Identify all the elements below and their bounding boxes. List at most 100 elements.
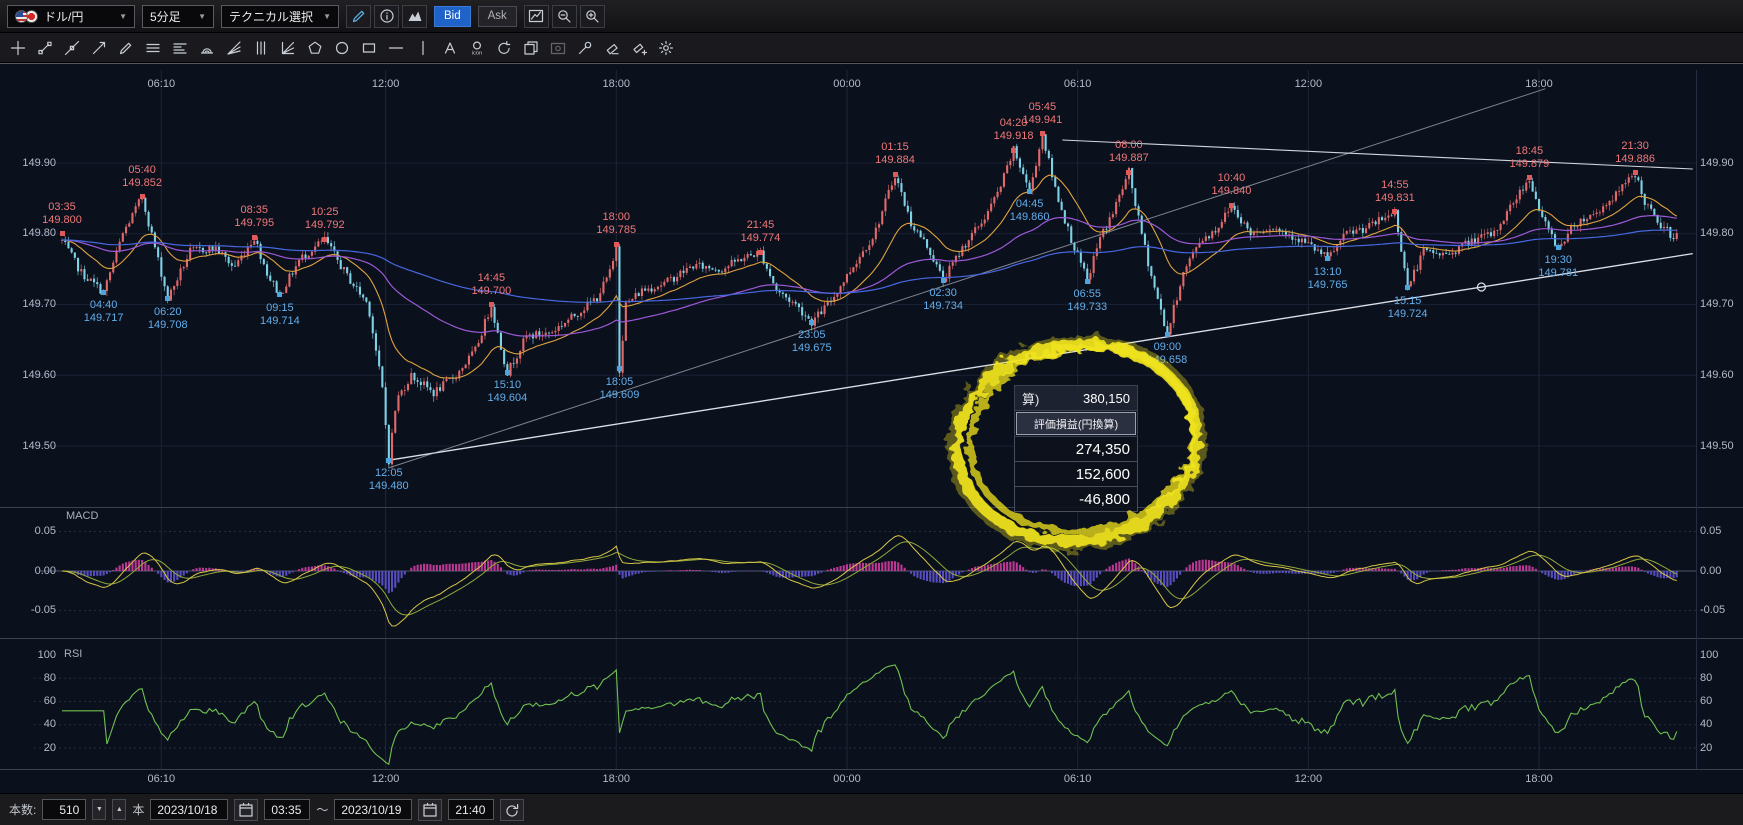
draw-tool-rectangle[interactable] [356, 36, 381, 60]
draw-tool-text[interactable] [437, 36, 462, 60]
toolbar-icon-group-left [346, 4, 427, 28]
wrench-icon [577, 40, 593, 56]
extended-line-icon [64, 40, 80, 56]
settings-icon [658, 40, 674, 56]
fibonacci-arc-icon [199, 40, 215, 56]
date-to-input[interactable]: 2023/10/19 [334, 799, 413, 820]
zoom-out-button[interactable] [551, 4, 577, 28]
draw-tool-rotate[interactable] [491, 36, 516, 60]
calendar-icon [422, 802, 438, 818]
horizontal-line-icon [388, 40, 404, 56]
svg-text:icon: icon [471, 50, 481, 56]
draw-tool-crosshair[interactable] [5, 36, 30, 60]
currency-pair-label: ドル/円 [44, 9, 84, 24]
copy-icon [523, 40, 539, 56]
draw-tool-fibonacci-arc[interactable] [194, 36, 219, 60]
draw-tool-fibonacci-fan[interactable] [221, 36, 246, 60]
chevron-down-icon: ▼ [323, 11, 331, 21]
eraser-icon [604, 40, 620, 56]
pnl-header-label[interactable]: 評価損益(円換算) [1016, 412, 1136, 435]
draw-tool-settings[interactable] [653, 36, 678, 60]
bid-button[interactable]: Bid [434, 5, 471, 27]
draw-tool-pentagon[interactable] [302, 36, 327, 60]
time-from-value: 03:35 [271, 802, 302, 817]
chevron-down-icon: ▼ [198, 11, 206, 21]
vertical-line-icon [415, 40, 431, 56]
undo-button[interactable] [500, 798, 525, 821]
chart-window-button[interactable] [523, 4, 549, 28]
pnl-value-2: 152,600 [1075, 465, 1130, 483]
date-to-value: 2023/10/19 [341, 802, 402, 817]
draw-tool-vertical-line[interactable] [410, 36, 435, 60]
circle-icon [334, 40, 350, 56]
horizontal-lines-icon [145, 40, 161, 56]
count-up-button[interactable]: ▲ [112, 799, 127, 820]
draw-tool-circle[interactable] [329, 36, 354, 60]
draw-tool-eraser[interactable] [599, 36, 624, 60]
rectangle-icon [361, 40, 377, 56]
draw-tool-icon-stamp[interactable]: icon [464, 36, 489, 60]
time-from-input[interactable]: 03:35 [264, 799, 311, 820]
draw-tool-extended-line[interactable] [59, 36, 84, 60]
date-from-calendar-button[interactable] [234, 798, 259, 821]
pnl-value-row: 274,350 [1014, 437, 1138, 462]
date-from-input[interactable]: 2023/10/18 [150, 799, 229, 820]
mountain-chart-button[interactable] [402, 4, 427, 28]
technical-select[interactable]: テクニカル選択 ▼ [221, 4, 339, 28]
pencil-icon [351, 8, 367, 24]
chart-area[interactable]: 06:10 06:10 12:00 12:00 18:00 18:00 00:00 00:00… [0, 63, 1743, 793]
draw-tool-horizontal-lines[interactable] [140, 36, 165, 60]
footer-toolbar: 本数: 510 ▼ ▲ 本 2023/10/18 03:35 ～ 2023/10… [0, 793, 1743, 825]
draw-tool-price-lines[interactable] [167, 36, 192, 60]
pencil-button[interactable] [346, 4, 371, 28]
timeframe-select[interactable]: 5分足 ▼ [142, 4, 214, 28]
draw-tool-pencil[interactable] [113, 36, 138, 60]
pnl-total-label-clipped: 算) [1022, 391, 1040, 407]
pnl-value-3: -46,800 [1079, 490, 1130, 508]
bar-count-unit: 本 [132, 803, 145, 817]
currency-pair-select[interactable]: ドル/円 ▼ [7, 4, 135, 28]
bar-count-input[interactable]: 510 [42, 799, 87, 820]
calendar-icon [238, 802, 254, 818]
pnl-total-value: 380,150 [1083, 390, 1130, 406]
draw-tool-eraser-plus[interactable] [626, 36, 651, 60]
draw-tool-copy[interactable] [518, 36, 543, 60]
draw-tool-gann-angle[interactable] [275, 36, 300, 60]
icon-stamp-icon: icon [469, 40, 485, 56]
main-toolbar: ドル/円 ▼ 5分足 ▼ テクニカル選択 ▼ Bid Ask [0, 0, 1743, 33]
vertical-lines-icon [253, 40, 269, 56]
chart-canvas[interactable] [0, 64, 1743, 794]
info-button[interactable] [374, 4, 399, 28]
pnl-value-row: -46,800 [1014, 487, 1138, 512]
draw-tool-vertical-lines[interactable] [248, 36, 273, 60]
draw-tool-horizontal-line[interactable] [383, 36, 408, 60]
trendline-icon [37, 40, 53, 56]
draw-tool-wrench[interactable] [572, 36, 597, 60]
draw-tool-trendline[interactable] [32, 36, 57, 60]
zoom-in-button[interactable] [579, 4, 605, 28]
fibonacci-fan-icon [226, 40, 242, 56]
timeframe-label: 5分足 [150, 9, 181, 24]
zoom-out-icon [556, 8, 572, 24]
pnl-total-row: 算) 380,150 [1014, 385, 1138, 411]
technical-label: テクニカル選択 [229, 9, 314, 24]
bar-count-label: 本数: [9, 803, 37, 817]
ask-button[interactable]: Ask [477, 5, 517, 27]
draw-tool-screenshot[interactable] [545, 36, 570, 60]
ray-line-icon [91, 40, 107, 56]
time-to-input[interactable]: 21:40 [448, 799, 495, 820]
screenshot-icon [550, 40, 566, 56]
eraser-plus-icon [631, 40, 647, 56]
zoom-in-icon [584, 8, 600, 24]
count-down-button[interactable]: ▼ [92, 799, 107, 820]
pnl-value-1: 274,350 [1075, 440, 1130, 458]
trendline-handle[interactable] [1476, 282, 1487, 292]
info-icon [379, 8, 395, 24]
gann-angle-icon [280, 40, 296, 56]
draw-tool-ray-line[interactable] [86, 36, 111, 60]
date-to-calendar-button[interactable] [418, 798, 443, 821]
chevron-down-icon: ▼ [119, 11, 127, 21]
pnl-header-row: 評価損益(円換算) [1014, 411, 1138, 437]
drawing-toolbar: icon [0, 33, 1743, 63]
bar-count-value: 510 [59, 802, 80, 817]
